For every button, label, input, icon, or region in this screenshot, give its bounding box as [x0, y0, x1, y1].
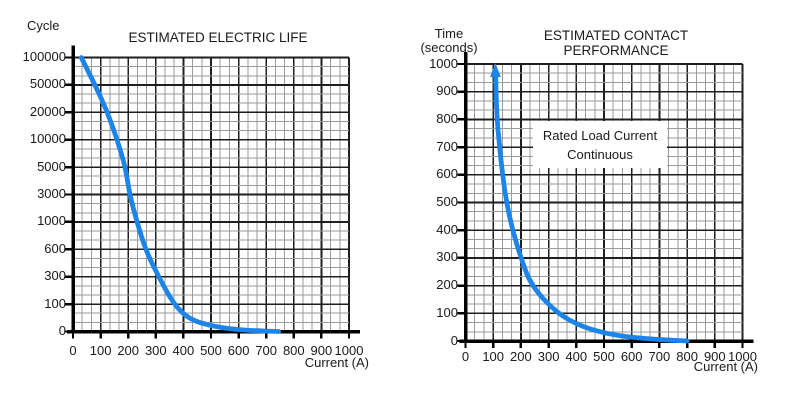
x-tick-label: 900: [703, 349, 726, 364]
x-tick-label: 1000: [728, 349, 757, 364]
y-tick-label: 1000: [429, 55, 458, 71]
y-tick-label: 900: [436, 83, 458, 99]
x-tick-label: 600: [620, 349, 643, 364]
y-tick-label: 300: [436, 249, 458, 265]
x-tick-label: 0: [69, 343, 77, 358]
x-tick-label: 1000: [334, 343, 364, 358]
y-tick-label: 600: [44, 240, 66, 256]
y-tick-label: 200: [436, 277, 458, 293]
x-tick-label: 600: [227, 343, 250, 358]
left-chart-title: ESTIMATED ELECTRIC LIFE: [128, 30, 308, 45]
x-tick-label: 200: [510, 349, 532, 364]
x-tick-label: 800: [676, 349, 698, 364]
y-tick-label: 800: [436, 110, 458, 126]
y-tick-label: 600: [436, 166, 458, 182]
contact-performance-plot: [457, 52, 754, 348]
y-tick-label: 400: [436, 221, 458, 237]
x-tick-label: 100: [482, 349, 505, 364]
electric-life-plot: [65, 45, 360, 339]
y-tick-label: 100: [436, 304, 458, 320]
y-tick-label: 10000: [29, 131, 66, 147]
right-chart-title-line2: PERFORMANCE: [563, 43, 669, 58]
x-tick-label: 700: [255, 343, 278, 358]
rated-load-annotation: Rated Load Current Continuous: [533, 121, 667, 168]
right-y-axis-title-line2: (seconds): [420, 39, 478, 55]
contact-performance-curve: [493, 70, 690, 344]
y-tick-label: 3000: [37, 186, 66, 201]
x-tick-label: 100: [89, 343, 112, 358]
y-tick-label: 0: [58, 323, 66, 338]
y-tick-label: 500: [436, 194, 458, 209]
x-tick-label: 300: [144, 343, 167, 358]
x-tick-label: 500: [200, 343, 222, 358]
right-x-axis-title: Current (A): [693, 359, 758, 374]
x-tick-label: 500: [593, 349, 615, 364]
x-tick-label: 400: [565, 349, 588, 364]
right-chart-title-line1: ESTIMATED CONTACT: [543, 28, 689, 43]
rated-load-annotation-line1: Rated Load Current: [542, 127, 658, 143]
x-tick-label: 700: [648, 349, 671, 364]
left-x-axis-title: Current (A): [304, 355, 369, 370]
rated-load-annotation-line2: Continuous: [567, 146, 633, 162]
y-tick-label: 0: [450, 332, 458, 348]
left-y-axis-title: Cycle: [27, 18, 60, 33]
right-chart-title: ESTIMATED CONTACT PERFORMANCE: [466, 28, 766, 58]
right-y-axis-title-line1: Time: [434, 26, 464, 41]
x-tick-label: 300: [537, 349, 560, 364]
y-tick-label: 50000: [29, 76, 66, 92]
y-tick-label: 100: [44, 295, 66, 311]
y-tick-label: 300: [44, 268, 66, 284]
y-tick-label: 20000: [29, 103, 66, 119]
electric-life-curve: [78, 55, 282, 334]
right-y-axis-title: Time (seconds): [408, 27, 490, 54]
x-tick-label: 200: [117, 343, 140, 358]
y-tick-label: 100000: [22, 49, 66, 64]
y-tick-label: 700: [436, 138, 458, 154]
y-tick-label: 5000: [37, 158, 66, 174]
y-tick-label: 1000: [37, 213, 66, 229]
x-tick-label: 800: [282, 343, 305, 358]
x-tick-label: 0: [461, 349, 470, 364]
x-tick-label: 400: [172, 343, 195, 358]
x-tick-label: 900: [310, 343, 333, 358]
